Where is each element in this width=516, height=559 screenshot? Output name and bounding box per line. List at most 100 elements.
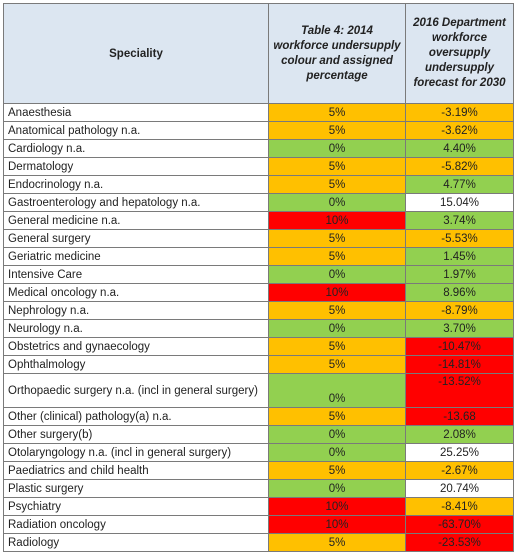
forecast-2030-cell: 3.70% <box>405 319 514 338</box>
table-row: Paediatrics and child health 5% -2.67% <box>3 461 514 480</box>
table-row: Obstetrics and gynaecology 5% -10.47% <box>3 337 514 356</box>
forecast-2030-cell: 25.25% <box>405 443 514 462</box>
forecast-2030-cell: -3.19% <box>405 103 514 122</box>
speciality-cell: Other surgery(b) <box>3 425 269 444</box>
table-row: Gastroenterology and hepatology n.a. 0% 15… <box>3 193 514 212</box>
forecast-2030-cell: -8.41% <box>405 497 514 516</box>
table-body: Anaesthesia 5% -3.19% Anatomical pathology … <box>3 103 514 552</box>
undersupply-2014-cell: 5% <box>268 407 406 426</box>
forecast-2030-cell: 15.04% <box>405 193 514 212</box>
undersupply-2014-cell: 0% <box>268 265 406 284</box>
undersupply-2014-cell: 5% <box>268 157 406 176</box>
speciality-cell: Otolaryngology n.a. (incl in general sur… <box>3 443 269 462</box>
forecast-2030-cell: -5.82% <box>405 157 514 176</box>
speciality-cell: Other (clinical) pathology(a) n.a. <box>3 407 269 426</box>
table-row: Otolaryngology n.a. (incl in general sur… <box>3 443 514 462</box>
forecast-2030-cell: 8.96% <box>405 283 514 302</box>
table-row: Other surgery(b) 0% 2.08% <box>3 425 514 444</box>
header-2030-forecast: 2016 Department workforce oversupply und… <box>405 3 514 104</box>
speciality-cell: Ophthalmology <box>3 355 269 374</box>
speciality-cell: General surgery <box>3 229 269 248</box>
speciality-cell: General medicine n.a. <box>3 211 269 230</box>
undersupply-2014-cell: 10% <box>268 497 406 516</box>
table-row: Radiation oncology 10% -63.70% <box>3 515 514 534</box>
table-row: Cardiology n.a. 0% 4.40% <box>3 139 514 158</box>
forecast-2030-cell: 1.97% <box>405 265 514 284</box>
speciality-cell: Paediatrics and child health <box>3 461 269 480</box>
speciality-cell: Intensive Care <box>3 265 269 284</box>
table-row: Orthopaedic surgery n.a. (incl in genera… <box>3 373 514 408</box>
undersupply-2014-cell: 5% <box>268 247 406 266</box>
undersupply-2014-cell: 5% <box>268 301 406 320</box>
undersupply-2014-cell: 5% <box>268 229 406 248</box>
table-row: Radiology 5% -23.53% <box>3 533 514 552</box>
forecast-2030-cell: -13.68 <box>405 407 514 426</box>
undersupply-2014-cell: 0% <box>268 479 406 498</box>
speciality-cell: Medical oncology n.a. <box>3 283 269 302</box>
table-row: Medical oncology n.a. 10% 8.96% <box>3 283 514 302</box>
forecast-2030-cell: -23.53% <box>405 533 514 552</box>
speciality-cell: Dermatology <box>3 157 269 176</box>
header-row: Speciality Table 4: 2014 workforce under… <box>3 3 514 104</box>
table-row: Anaesthesia 5% -3.19% <box>3 103 514 122</box>
forecast-2030-cell: -14.81% <box>405 355 514 374</box>
undersupply-2014-cell: 10% <box>268 283 406 302</box>
undersupply-2014-cell: 5% <box>268 337 406 356</box>
undersupply-2014-cell: 5% <box>268 461 406 480</box>
undersupply-2014-cell: 10% <box>268 515 406 534</box>
forecast-2030-cell: -10.47% <box>405 337 514 356</box>
undersupply-2014-cell: 0% <box>268 319 406 338</box>
undersupply-2014-cell: 10% <box>268 211 406 230</box>
undersupply-2014-cell: 5% <box>268 121 406 140</box>
speciality-cell: Geriatric medicine <box>3 247 269 266</box>
forecast-2030-cell: -5.53% <box>405 229 514 248</box>
speciality-cell: Anatomical pathology n.a. <box>3 121 269 140</box>
table-row: Plastic surgery 0% 20.74% <box>3 479 514 498</box>
speciality-cell: Neurology n.a. <box>3 319 269 338</box>
speciality-cell: Gastroenterology and hepatology n.a. <box>3 193 269 212</box>
speciality-cell: Psychiatry <box>3 497 269 516</box>
undersupply-2014-cell: 0% <box>268 139 406 158</box>
forecast-2030-cell: -63.70% <box>405 515 514 534</box>
table-row: Psychiatry 10% -8.41% <box>3 497 514 516</box>
speciality-cell: Radiology <box>3 533 269 552</box>
forecast-2030-cell: -8.79% <box>405 301 514 320</box>
forecast-2030-cell: -2.67% <box>405 461 514 480</box>
table-row: General surgery 5% -5.53% <box>3 229 514 248</box>
speciality-cell: Obstetrics and gynaecology <box>3 337 269 356</box>
speciality-cell: Anaesthesia <box>3 103 269 122</box>
undersupply-2014-cell: 5% <box>268 103 406 122</box>
table-row: General medicine n.a. 10% 3.74% <box>3 211 514 230</box>
undersupply-2014-cell: 0% <box>268 193 406 212</box>
table-row: Ophthalmology 5% -14.81% <box>3 355 514 374</box>
speciality-cell: Plastic surgery <box>3 479 269 498</box>
forecast-2030-cell: 3.74% <box>405 211 514 230</box>
header-speciality: Speciality <box>3 3 269 104</box>
forecast-2030-cell: -13.52% <box>405 373 514 408</box>
table-row: Anatomical pathology n.a. 5% -3.62% <box>3 121 514 140</box>
speciality-cell: Endocrinology n.a. <box>3 175 269 194</box>
workforce-table: Speciality Table 4: 2014 workforce under… <box>3 3 514 552</box>
undersupply-2014-cell: 5% <box>268 533 406 552</box>
table-row: Endocrinology n.a. 5% 4.77% <box>3 175 514 194</box>
undersupply-2014-cell: 0% <box>268 425 406 444</box>
header-2014-undersupply: Table 4: 2014 workforce undersupply colo… <box>268 3 406 104</box>
forecast-2030-cell: 1.45% <box>405 247 514 266</box>
forecast-2030-cell: 2.08% <box>405 425 514 444</box>
speciality-cell: Nephrology n.a. <box>3 301 269 320</box>
undersupply-2014-cell: 0% <box>268 443 406 462</box>
undersupply-2014-cell: 5% <box>268 175 406 194</box>
table-row: Intensive Care 0% 1.97% <box>3 265 514 284</box>
undersupply-2014-cell: 0% <box>268 373 406 408</box>
table-row: Nephrology n.a. 5% -8.79% <box>3 301 514 320</box>
forecast-2030-cell: -3.62% <box>405 121 514 140</box>
table-row: Dermatology 5% -5.82% <box>3 157 514 176</box>
forecast-2030-cell: 4.77% <box>405 175 514 194</box>
table-row: Other (clinical) pathology(a) n.a. 5% -13.… <box>3 407 514 426</box>
speciality-cell: Radiation oncology <box>3 515 269 534</box>
table-row: Geriatric medicine 5% 1.45% <box>3 247 514 266</box>
speciality-cell: Orthopaedic surgery n.a. (incl in genera… <box>3 373 269 408</box>
undersupply-2014-cell: 5% <box>268 355 406 374</box>
forecast-2030-cell: 4.40% <box>405 139 514 158</box>
forecast-2030-cell: 20.74% <box>405 479 514 498</box>
